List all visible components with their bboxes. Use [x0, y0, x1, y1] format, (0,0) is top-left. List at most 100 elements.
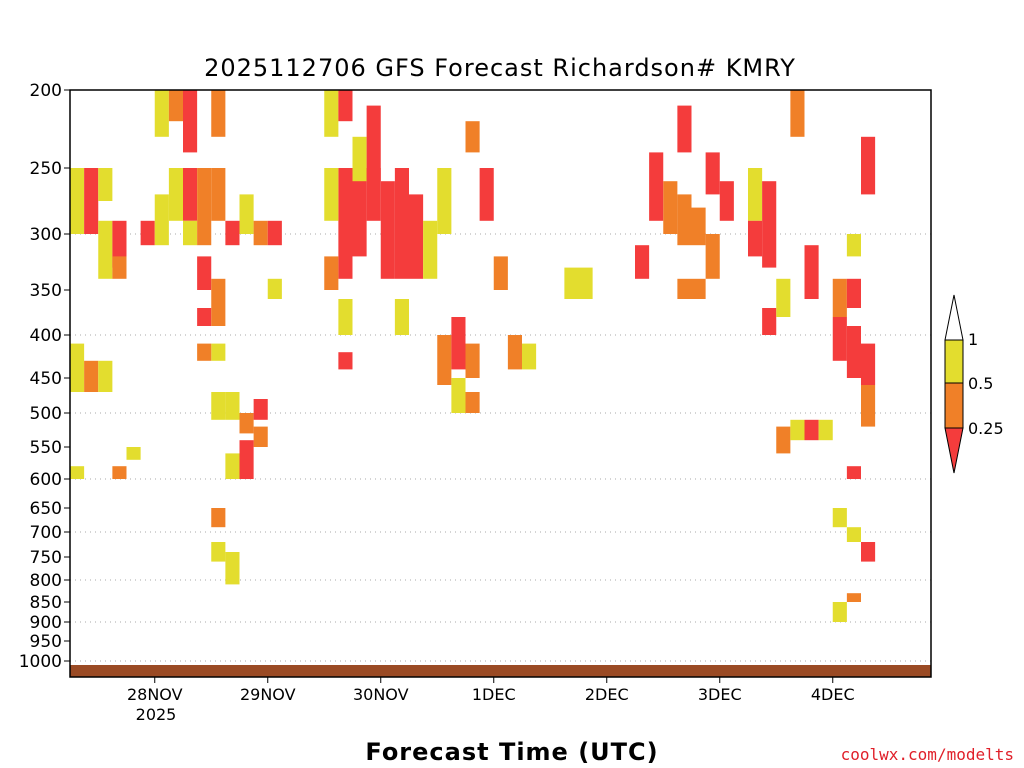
y-tick-label: 550 [30, 438, 62, 458]
heatmap-cell [776, 426, 791, 454]
y-tick-label: 300 [30, 225, 62, 245]
heatmap-cell [98, 220, 113, 279]
legend-label-0.5: 0.5 [968, 374, 993, 393]
heatmap-cell [564, 267, 579, 299]
heatmap-cell [84, 360, 99, 392]
heatmap-cell [380, 181, 395, 279]
heatmap-cell [324, 168, 339, 221]
heatmap-cell [691, 278, 706, 299]
y-tick-label: 200 [30, 81, 62, 101]
heatmap-cell [154, 194, 169, 246]
heatmap-cell [394, 168, 409, 279]
heatmap-cell [352, 168, 367, 257]
heatmap-cell [451, 317, 466, 370]
y-axis: 200 250 300 350 400 450 500 550 600 650 700 750 8008… [19, 81, 70, 672]
y-tick-label: 450 [30, 369, 62, 389]
heatmap-cell [832, 317, 847, 361]
heatmap-cell [98, 168, 113, 201]
heatmap-cell [239, 440, 254, 479]
heatmap-cell [846, 278, 861, 308]
heatmap-cell [154, 90, 169, 137]
heatmap-cell [846, 527, 861, 542]
y-tick-label: 500 [30, 404, 62, 424]
heatmap-cell [197, 343, 212, 361]
heatmap-cell [211, 542, 226, 562]
heatmap-cell [211, 278, 226, 326]
heatmap-cell [409, 194, 424, 279]
y-tick-label: 750 [30, 548, 62, 568]
x-axis: 28NOV 29NOV 30NOV 1DEC 2DEC 3DEC 4DEC [127, 677, 855, 704]
y-tick-label: 950 [30, 632, 62, 652]
y-tick-label: 350 [30, 281, 62, 301]
heatmap-cell [691, 207, 706, 246]
heatmap-cell [507, 335, 522, 370]
heatmap-cell [861, 136, 876, 195]
y-tick-label: 400 [30, 326, 62, 346]
chart-title: 2025112706 GFS Forecast Richardson# KMRY [204, 54, 796, 82]
color-legend: 1 0.5 0.25 [944, 294, 1004, 474]
heatmap-cell [140, 220, 155, 246]
heatmap-cell [762, 181, 777, 268]
heatmap-cell [846, 326, 861, 378]
plot-frame [69, 89, 932, 678]
heatmap-cell [211, 168, 226, 221]
heatmap-cell [324, 256, 339, 290]
heatmap-cell [818, 419, 833, 441]
heatmap-cell [352, 136, 367, 182]
heatmap-cell [437, 168, 452, 234]
heatmap-cell [832, 278, 847, 317]
heatmap-cell [324, 90, 339, 137]
x-year-label: 2025 [136, 705, 177, 724]
heatmap-cell [197, 308, 212, 326]
heatmap-cell [677, 194, 692, 246]
heatmap-cell [126, 447, 141, 460]
heatmap-cell [846, 234, 861, 257]
heatmap-cell [465, 343, 480, 378]
heatmap-cell [98, 360, 113, 392]
heatmap-cell [762, 308, 777, 335]
heatmap-cell [338, 352, 353, 370]
heatmap-cell [804, 245, 819, 299]
heatmap-cell [197, 256, 212, 290]
y-tick-label: 900 [30, 613, 62, 633]
plot-area [69, 89, 932, 678]
x-tick-label: 28NOV [127, 685, 183, 704]
heatmap-cell [748, 168, 763, 221]
heatmap-cell [423, 220, 438, 279]
heatmap-cell [578, 267, 593, 299]
surface-band [70, 665, 931, 677]
heatmap-cell [225, 392, 240, 420]
heatmap-cell [394, 299, 409, 335]
legend-label-0.25: 0.25 [968, 419, 1004, 438]
heatmap-cell [776, 278, 791, 317]
heatmap-cell [649, 152, 664, 221]
heatmap-cell [225, 220, 240, 246]
y-tick-label: 600 [30, 470, 62, 490]
heatmap-cell [635, 245, 650, 279]
heatmap-cell [677, 105, 692, 153]
heatmap-cell [168, 168, 183, 221]
heatmap-cell [197, 168, 212, 246]
heatmap-cell [705, 234, 720, 279]
y-tick-label: 850 [30, 593, 62, 613]
legend-bin-orange [944, 382, 964, 429]
y-tick-label: 1000 [19, 652, 62, 672]
x-tick-label: 2DEC [585, 685, 629, 704]
heatmap-cell [366, 105, 381, 182]
legend-label-1: 1 [968, 330, 978, 349]
legend-bin-yellow [944, 339, 964, 384]
heatmap-cell [437, 335, 452, 385]
heatmap-cell [253, 220, 268, 246]
heatmap-cell [465, 392, 480, 413]
x-tick-label: 29NOV [240, 685, 296, 704]
heatmap-cell [112, 466, 127, 479]
heatmap-cell [338, 168, 353, 279]
heatmap-cell [183, 168, 198, 221]
y-tick-label: 250 [30, 159, 62, 179]
heatmap-cell [253, 399, 268, 420]
y-tick-label: 700 [30, 523, 62, 543]
heatmap-cell [211, 392, 226, 420]
heatmap-cell [790, 90, 805, 137]
y-tick-label: 650 [30, 499, 62, 519]
